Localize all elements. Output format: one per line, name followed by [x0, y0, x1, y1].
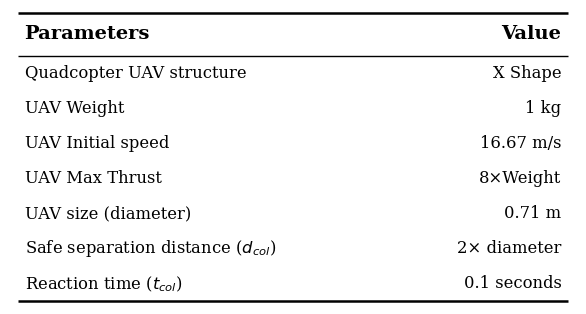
- Text: 16.67 m/s: 16.67 m/s: [480, 135, 561, 152]
- Text: 1 kg: 1 kg: [525, 100, 561, 117]
- Text: UAV Initial speed: UAV Initial speed: [25, 135, 169, 152]
- Text: X Shape: X Shape: [493, 65, 561, 82]
- Text: 8×Weight: 8×Weight: [479, 171, 561, 187]
- Text: 2× diameter: 2× diameter: [457, 241, 561, 257]
- Text: Parameters: Parameters: [25, 25, 150, 43]
- Text: Reaction time ($t_{col}$): Reaction time ($t_{col}$): [25, 274, 182, 294]
- Text: UAV Weight: UAV Weight: [25, 100, 124, 117]
- Text: UAV Max Thrust: UAV Max Thrust: [25, 171, 162, 187]
- Text: 0.1 seconds: 0.1 seconds: [464, 275, 561, 292]
- Text: Value: Value: [502, 25, 561, 43]
- Text: UAV size (diameter): UAV size (diameter): [25, 205, 191, 222]
- Text: 0.71 m: 0.71 m: [505, 205, 561, 222]
- Text: Safe separation distance ($d_{col}$): Safe separation distance ($d_{col}$): [25, 238, 276, 259]
- Text: Quadcopter UAV structure: Quadcopter UAV structure: [25, 65, 246, 82]
